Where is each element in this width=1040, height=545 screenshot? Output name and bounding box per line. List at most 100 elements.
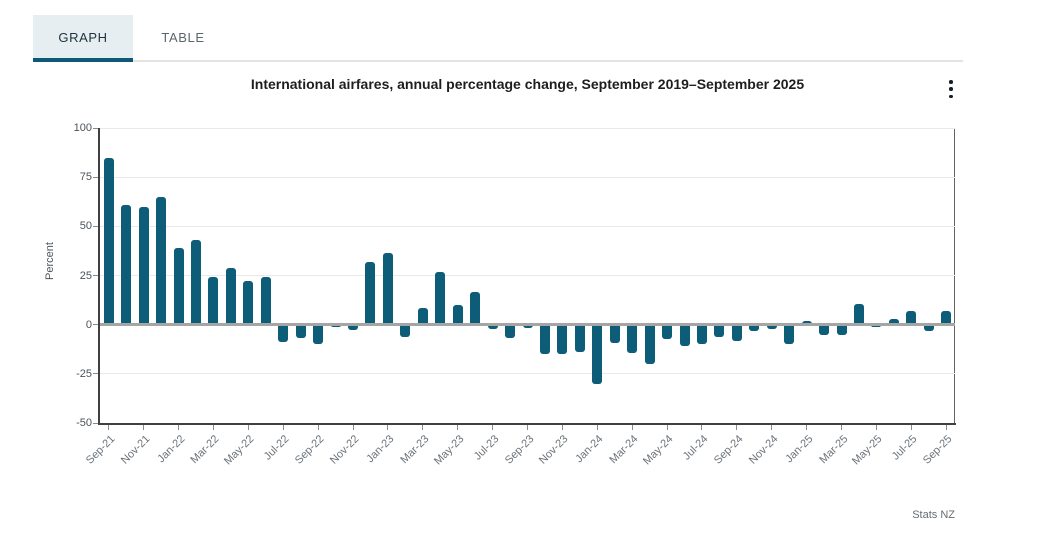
bar-Nov-21[interactable] [138,206,149,325]
tab-graph[interactable]: GRAPH [33,15,133,62]
y-axis-tick [93,324,98,326]
bar-Mar-24[interactable] [627,324,638,354]
y-axis-tick [93,176,98,178]
x-axis-tick [247,425,249,430]
bar-Apr-22[interactable] [225,267,236,325]
bar-Jun-24[interactable] [679,324,690,347]
bar-Mar-25[interactable] [836,324,847,336]
x-axis-tick [631,425,633,430]
bar-Aug-23[interactable] [505,324,516,339]
bar-Sep-25[interactable] [941,310,952,325]
bar-Aug-25[interactable] [923,324,934,331]
bar-Jun-25[interactable] [888,318,899,325]
y-axis-tick [93,127,98,129]
bar-Nov-24[interactable] [766,324,777,329]
x-axis-tick [108,425,110,430]
tab-bar: GRAPH TABLE [33,15,963,62]
bar-Aug-22[interactable] [295,324,306,339]
y-axis-tick-label: 100 [73,122,92,134]
bar-Dec-22[interactable] [365,261,376,325]
bar-Aug-24[interactable] [714,324,725,338]
x-axis-tick [736,425,738,430]
y-axis-tick-label: -25 [76,367,92,380]
y-axis-tick-label: 50 [79,220,92,233]
bar-Oct-24[interactable] [749,324,760,331]
x-axis-tick [422,425,424,430]
tab-table-label: TABLE [161,30,205,45]
bar-May-22[interactable] [243,281,254,325]
bar-chart: Percent 100 75 50 25 0 -25 -50 Sep-21 Nov-21 Jan-… [44,122,956,467]
bar-Apr-25[interactable] [854,304,865,325]
x-axis-tick [317,425,319,430]
x-axis-tick [387,425,389,430]
bar-Jul-24[interactable] [696,324,707,345]
bar-Apr-23[interactable] [435,271,446,325]
bar-Mar-23[interactable] [417,307,428,325]
bar-Apr-24[interactable] [644,324,655,364]
tab-table[interactable]: TABLE [133,15,233,60]
bar-Jul-22[interactable] [278,324,289,343]
x-axis-tick [910,425,912,430]
y-axis-tick [93,275,98,276]
x-axis-tick [282,425,284,430]
bar-Nov-23[interactable] [557,324,568,355]
x-axis-tick [352,425,354,430]
x-axis-tick [143,425,145,430]
x-axis-tick [457,425,459,430]
tab-graph-label: GRAPH [58,30,108,45]
bar-Dec-21[interactable] [156,196,167,325]
bar-May-23[interactable] [452,305,463,325]
x-axis-tick [841,425,843,430]
x-axis-tick [492,425,494,430]
bar-Jul-23[interactable] [487,324,498,329]
y-axis-tick-label: 25 [79,269,92,282]
y-axis-tick [93,373,98,375]
bar-Sep-21[interactable] [103,157,114,325]
gridline [100,275,955,276]
bar-Dec-23[interactable] [574,324,585,353]
y-axis-tick [93,422,98,424]
x-axis-tick [771,425,773,430]
x-axis-tick [875,425,877,430]
bar-May-24[interactable] [662,324,673,340]
bar-Feb-24[interactable] [609,324,620,344]
bar-Sep-22[interactable] [313,324,324,345]
zero-line [100,323,955,327]
bar-Sep-24[interactable] [731,324,742,342]
bar-Jan-22[interactable] [173,247,184,325]
bar-Feb-22[interactable] [190,240,201,325]
y-axis-tick [93,225,98,227]
gridline [100,225,955,227]
chart-title: International airfares, annual percentag… [250,76,805,92]
kebab-menu-icon[interactable] [944,80,958,98]
x-axis-tick [806,425,808,430]
bar-Feb-25[interactable] [819,324,830,336]
x-axis-tick [701,425,703,430]
bar-Jun-22[interactable] [260,277,271,325]
x-axis-tick [527,425,528,430]
y-axis-tick-label: 0 [85,318,92,331]
bar-Dec-24[interactable] [784,324,795,345]
bar-Jan-23[interactable] [382,252,393,325]
y-axis-tick-label: 75 [79,171,92,184]
gridline [100,127,955,129]
gridline [100,373,955,375]
x-axis-tick [178,425,180,430]
bar-Nov-22[interactable] [348,324,358,330]
gridline [100,176,955,178]
x-axis-line [98,423,956,425]
bar-Oct-21[interactable] [121,204,132,325]
source-attribution: Stats NZ [912,509,955,521]
bar-Jun-23[interactable] [470,292,481,325]
y-axis-line [98,128,100,425]
bar-Mar-22[interactable] [208,277,219,325]
bar-Jul-25[interactable] [906,310,917,325]
x-axis-tick [666,425,668,430]
bar-Jan-24[interactable] [592,324,603,384]
x-axis-tick [212,425,214,430]
x-axis-tick [561,425,563,430]
bar-Feb-23[interactable] [400,324,411,338]
bar-Jan-25[interactable] [801,320,812,325]
bar-Oct-23[interactable] [539,324,550,355]
x-axis-tick [596,425,598,430]
